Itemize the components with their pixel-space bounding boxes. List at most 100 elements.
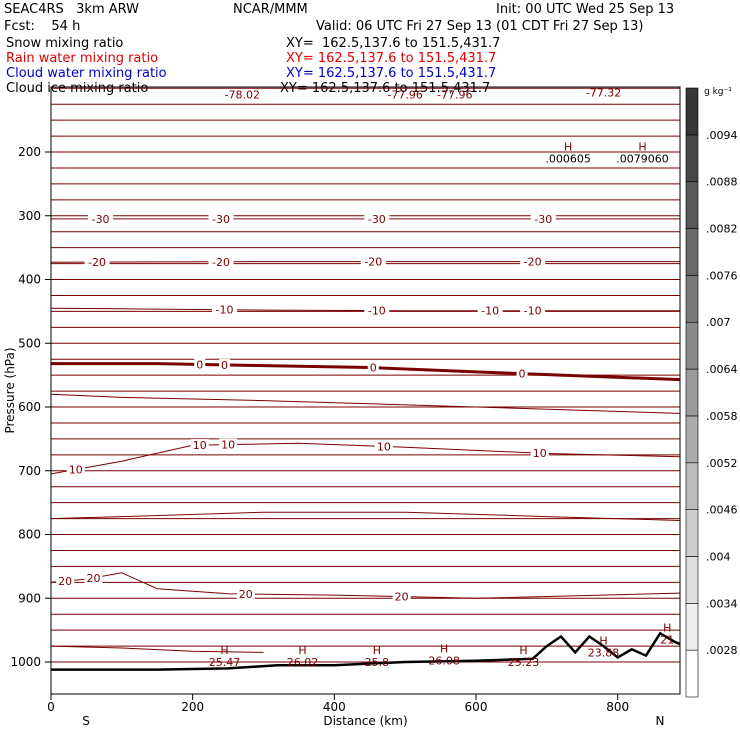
contour-label-bg <box>477 304 503 317</box>
high-marker: H <box>298 644 306 657</box>
north-end-label: N <box>656 714 665 728</box>
contour-label-bg <box>236 588 255 600</box>
temperature-contour <box>51 572 680 599</box>
colorbar-swatch <box>685 321 699 370</box>
contour-label-bg <box>84 256 110 269</box>
high-marker: H <box>564 140 572 153</box>
colorbar-swatch <box>685 228 699 276</box>
forecast-hour: Fcst: 54 h <box>4 19 81 34</box>
field-cloud-water-name: Cloud water mixing ratio <box>6 66 167 81</box>
contour-label: -20 <box>524 256 542 269</box>
temperature-contour <box>51 511 680 521</box>
contour-label: -20 <box>88 256 106 269</box>
colorbar-swatch <box>685 134 699 182</box>
contour-label-bg <box>374 440 393 453</box>
contour-label: -10 <box>368 305 386 318</box>
contour-label: -10 <box>481 305 499 318</box>
contour-label-bg <box>219 438 238 451</box>
contour-label: -20 <box>212 256 230 269</box>
colorbar-swatch <box>685 556 699 604</box>
contour-label-bg <box>208 212 234 225</box>
y-tick-label: 200 <box>18 145 41 159</box>
contour-label: 0 <box>221 359 228 372</box>
contour-label: -20 <box>364 256 382 269</box>
colorbar-label: .007 <box>706 316 731 329</box>
high-marker: H <box>519 644 527 657</box>
contour-label: 20 <box>395 591 409 604</box>
valid-time: Valid: 06 UTC Fri 27 Sep 13 (01 CDT Fri … <box>316 19 644 34</box>
colorbar-label: .0076 <box>706 269 738 282</box>
colorbar-label: .0046 <box>706 504 738 517</box>
high-marker: H <box>663 622 671 635</box>
field-cloud-ice-name: Cloud ice mixing ratio <box>6 81 149 96</box>
field-snow-name: Snow mixing ratio <box>6 36 124 51</box>
high-marker: H <box>220 644 228 657</box>
contour-label-bg <box>66 463 85 476</box>
plot-frame <box>50 86 681 695</box>
contour-label-bg <box>520 255 546 268</box>
colorbar-units: g kg⁻¹ <box>704 87 732 97</box>
high-value: 26.02 <box>287 656 319 669</box>
colorbar-swatch <box>685 509 699 557</box>
temperature-contour <box>51 307 680 312</box>
contour-label-bg <box>219 358 231 371</box>
pressure-level-lines <box>51 87 680 663</box>
colorbar-swatch <box>685 415 699 464</box>
y-tick-label: 400 <box>18 273 41 287</box>
contour-label-bg <box>88 212 114 225</box>
temperature-contour <box>51 362 680 382</box>
contour-label-bg <box>530 212 556 225</box>
contour-label-bg <box>367 361 379 374</box>
contour-label: -30 <box>212 213 230 226</box>
high-value: 25.8 <box>365 656 390 669</box>
y-axis-title: Pressure (hPa) <box>3 347 17 433</box>
contour-label: -30 <box>534 213 552 226</box>
colorbar-label: .0082 <box>706 223 738 236</box>
contours: -30 -30 -30 -30 -20 -20 -20 -20 -10 -10 -10 -10 0 0 0 0… <box>51 87 680 671</box>
high-marker: H <box>638 140 646 153</box>
colorbar-swatch <box>685 87 699 136</box>
field-rain-name: Rain water mixing ratio <box>6 51 159 66</box>
contour-label: 20 <box>239 588 253 601</box>
y-tick-label: 700 <box>18 464 41 478</box>
colorbar-label: .0058 <box>706 410 738 423</box>
contour-label: 20 <box>58 575 72 588</box>
temperature-contour <box>51 393 680 414</box>
contour-label-bg <box>520 304 546 317</box>
high-value: 23.88 <box>588 646 620 659</box>
contour-label: 10 <box>377 440 391 453</box>
y-tick-label: 800 <box>18 528 41 542</box>
high-value: .0079060 <box>616 152 669 165</box>
contour-label: -10 <box>524 305 542 318</box>
field-rain-xy: XY= 162.5,137.6 to 151.5,431.7 <box>286 51 497 66</box>
x-tick-label: 800 <box>606 700 629 714</box>
colorbar-label: .0052 <box>706 457 738 470</box>
high-marker: H <box>599 634 607 647</box>
contour-label: 0 <box>196 358 203 371</box>
contour-label-bg <box>56 575 75 588</box>
x-tick-label: 400 <box>323 700 346 714</box>
field-cloud-ice-xy: XY= 162.5,137.6 to 151.5,431.7 <box>280 81 491 96</box>
high-value: 25.23 <box>508 656 540 669</box>
contour-label-bg <box>392 590 411 603</box>
contour-label-bg <box>190 439 209 452</box>
org-title: NCAR/MMM <box>233 2 308 17</box>
contour-label: -30 <box>92 213 110 226</box>
temperature-contour <box>51 645 264 653</box>
colorbar-swatch <box>685 462 699 510</box>
contour-label: 0 <box>519 368 526 381</box>
x-axis-title: Distance (km) <box>323 714 407 728</box>
colorbar-swatch <box>685 603 699 651</box>
temperature-contour <box>51 261 680 263</box>
colorbar-swatch <box>685 275 699 323</box>
high-value: .000605 <box>545 152 591 165</box>
colorbar-swatch <box>685 649 699 698</box>
contour-label: 10 <box>533 447 547 460</box>
colorbar-label: .0064 <box>706 363 738 376</box>
contour-label: -10 <box>216 304 234 317</box>
high-value: 21 <box>660 634 674 647</box>
contour-label-bg <box>212 303 238 316</box>
temperature-contour <box>51 442 680 475</box>
high-value: 26.08 <box>428 655 460 668</box>
